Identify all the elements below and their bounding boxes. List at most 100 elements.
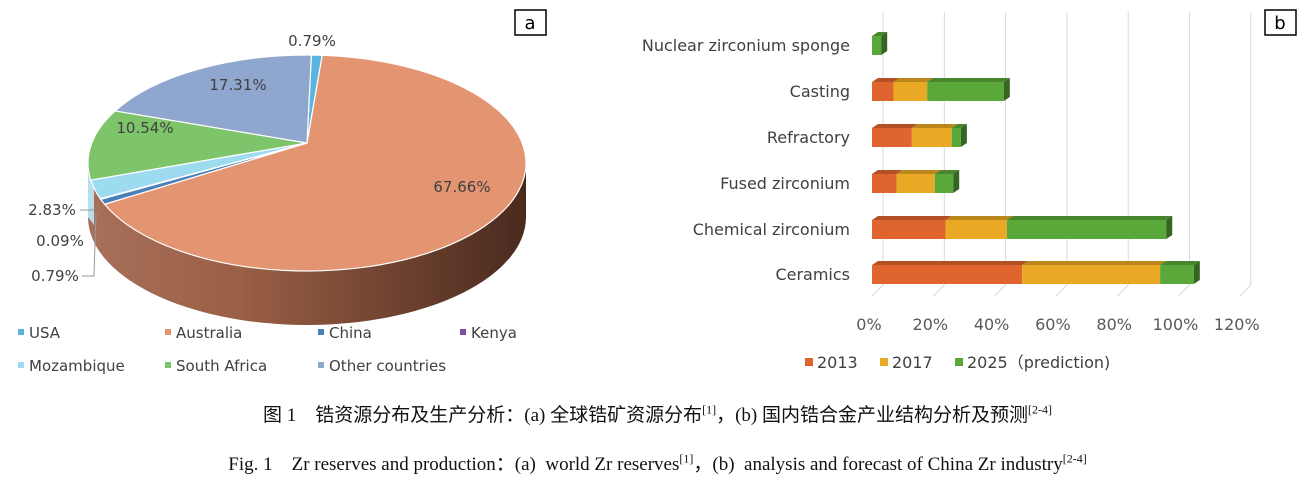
bar-top xyxy=(945,216,1013,220)
bar-end-face xyxy=(1166,216,1173,239)
panel-label: a xyxy=(524,13,535,34)
legend-swatch xyxy=(165,362,171,368)
legend-swatch xyxy=(880,358,888,366)
data-label: 67.66% xyxy=(433,178,490,196)
panel-label-box xyxy=(1264,9,1297,36)
leader-line xyxy=(80,207,96,211)
bar-2017 xyxy=(945,220,1007,239)
leader-line xyxy=(82,212,97,277)
bar-top xyxy=(927,78,1010,82)
bar-top xyxy=(872,78,900,82)
caption-zh-text2: ，(b) 国内锆合金产业结构分析及预测 xyxy=(716,405,1028,426)
data-label: 2.83% xyxy=(28,201,76,219)
legend-swatch xyxy=(18,329,24,335)
bar-top xyxy=(911,124,958,128)
caption-zh-ref2: [2-4] xyxy=(1028,402,1052,417)
x-tick-label: 100% xyxy=(1153,315,1199,334)
gridline-floor xyxy=(932,284,945,297)
data-label: 0.09% xyxy=(36,232,84,250)
legend-label: Kenya xyxy=(471,324,517,342)
bar-top xyxy=(896,170,941,174)
data-label: 10.54% xyxy=(116,119,173,137)
gridline-floor xyxy=(871,284,884,297)
legend-label: USA xyxy=(29,324,61,342)
pie-slice-australia xyxy=(103,54,527,272)
legend-swatch xyxy=(318,362,324,368)
legend-swatch xyxy=(460,329,466,335)
data-label: 0.79% xyxy=(288,32,336,50)
bar-top xyxy=(1022,261,1167,265)
category-label: Ceramics xyxy=(775,265,850,284)
bar-2025 xyxy=(951,128,961,147)
bar-2013 xyxy=(872,82,894,101)
bar-2025 xyxy=(934,174,954,193)
data-label: 17.31% xyxy=(209,76,266,94)
bar-top xyxy=(872,32,888,36)
bar-top xyxy=(934,170,960,174)
panel-label: b xyxy=(1274,13,1285,34)
bar-2017 xyxy=(893,82,928,101)
legend-label: 2017 xyxy=(892,353,933,372)
bar-2017 xyxy=(911,128,952,147)
bar-2017 xyxy=(896,174,935,193)
x-tick-label: 80% xyxy=(1096,315,1132,334)
bar-top xyxy=(951,124,967,128)
legend-swatch xyxy=(318,329,324,335)
bar-2013 xyxy=(872,128,912,147)
bar-2017 xyxy=(1022,265,1161,284)
caption-en-text2: ，(b) analysis and forecast of China Zr i… xyxy=(693,454,1063,475)
bar-end-face xyxy=(960,124,967,147)
bar-2013 xyxy=(872,220,946,239)
bar-top xyxy=(872,261,1029,265)
legend-label: China xyxy=(329,324,372,342)
x-tick-label: 0% xyxy=(856,315,881,334)
caption-en-ref1: [1] xyxy=(679,451,694,466)
pie-chart: 0.79% 67.66% 0.79% 0.09% 2.83% 10.54% 17.31% US… xyxy=(18,9,547,375)
caption-chinese: 图 1 锆资源分布及生产分析：(a) 全球锆矿资源分布[1]，(b) 国内锆合金… xyxy=(0,400,1315,427)
pie-side xyxy=(88,163,526,325)
gridline-floor xyxy=(1178,284,1190,297)
bar-2025 xyxy=(927,82,1004,101)
figure-panels: 0.79% 67.66% 0.79% 0.09% 2.83% 10.54% 17.31% US… xyxy=(18,9,1297,375)
bar-2025 xyxy=(1006,220,1167,239)
bar-top xyxy=(893,78,934,82)
bar-end-face xyxy=(953,170,960,193)
caption-zh-ref1: [1] xyxy=(702,402,717,417)
legend-swatch xyxy=(165,329,171,335)
category-label: Fused zirconium xyxy=(720,174,850,193)
legend-label: Australia xyxy=(176,324,242,342)
pie-slice-south-africa xyxy=(87,110,308,181)
panel-label-box xyxy=(514,9,547,36)
bar-2013 xyxy=(872,174,897,193)
legend-label: 2013 xyxy=(817,353,858,372)
bar-end-face xyxy=(1003,78,1010,101)
x-tick-label: 60% xyxy=(1035,315,1071,334)
bar-2025 xyxy=(872,36,882,55)
legend-label: Mozambique xyxy=(29,357,125,375)
caption-en-text: Fig. 1 Zr reserves and production：(a) wo… xyxy=(228,454,680,475)
caption-zh-text: 图 1 锆资源分布及生产分析：(a) 全球锆矿资源分布 xyxy=(263,405,703,426)
gridline-floor xyxy=(1239,284,1252,297)
legend-swatch xyxy=(955,358,963,366)
bar-top xyxy=(1006,216,1173,220)
legend-swatch xyxy=(18,362,24,368)
pie-slice-other-countries xyxy=(113,54,313,144)
legend-label: Other countries xyxy=(329,357,446,375)
data-label: 0.79% xyxy=(31,267,79,285)
category-label: Nuclear zirconium sponge xyxy=(642,36,850,55)
x-tick-label: 20% xyxy=(913,315,949,334)
gridline-floor xyxy=(994,284,1006,297)
x-tick-label: 40% xyxy=(974,315,1010,334)
legend-label: South Africa xyxy=(176,357,267,375)
bar-chart: 0% 20% 40% 60% 80% 100% 120% Nuclear zirconium … xyxy=(642,9,1297,372)
gridline-floor xyxy=(1055,284,1068,297)
category-label: Chemical zirconium xyxy=(693,220,850,239)
category-label: Refractory xyxy=(767,128,850,147)
bar-top xyxy=(872,216,952,220)
x-tick-label: 120% xyxy=(1214,315,1260,334)
bar-2013 xyxy=(872,265,1023,284)
legend-swatch xyxy=(805,358,813,366)
bar-end-face xyxy=(1193,261,1200,284)
bar-top xyxy=(1160,261,1200,265)
